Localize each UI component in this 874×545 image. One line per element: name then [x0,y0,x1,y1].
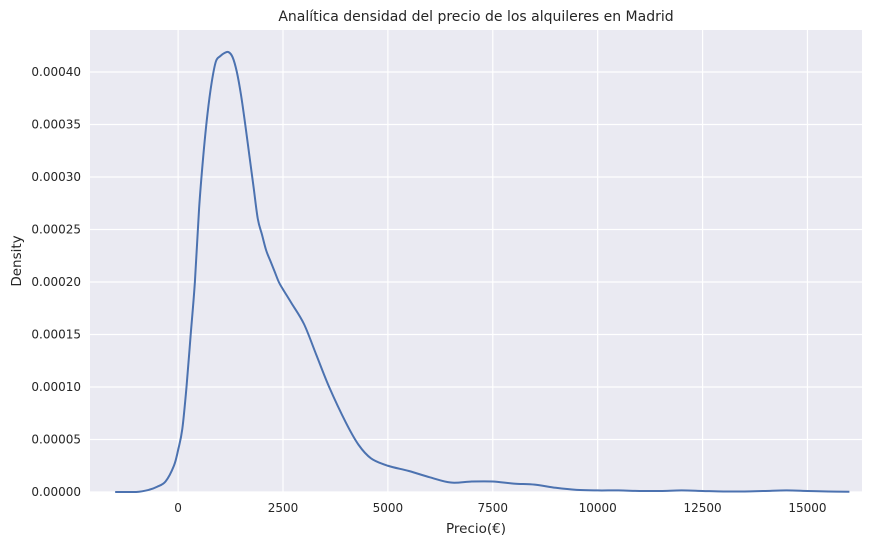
y-axis-ticks: 0.00000 0.00005 0.00010 0.00015 0.00020 0.000… [31,65,81,499]
y-tick-label: 0.00005 [31,433,81,447]
x-tick-label: 12500 [683,501,721,515]
y-tick-label: 0.00020 [31,275,81,289]
x-axis-ticks: 0 2500 5000 7500 10000 12500 15000 [174,501,826,515]
grid [90,30,862,493]
x-tick-label: 15000 [788,501,826,515]
x-tick-label: 0 [174,501,182,515]
y-tick-label: 0.00010 [31,380,81,394]
y-tick-label: 0.00015 [31,328,81,342]
y-tick-label: 0.00035 [31,118,81,132]
x-tick-label: 5000 [373,501,404,515]
chart-title: Analítica densidad del precio de los alq… [278,9,673,25]
density-line [115,50,850,494]
x-tick-label: 10000 [579,501,617,515]
y-tick-label: 0.00030 [31,170,81,184]
y-tick-label: 0.00040 [31,65,81,79]
y-tick-label: 0.00025 [31,223,81,237]
x-tick-label: 2500 [268,501,299,515]
x-axis-label: Precio(€) [446,521,506,537]
plot-background [90,30,862,492]
y-axis-label: Density [9,235,25,286]
y-tick-label: 0.00000 [31,485,81,499]
x-tick-label: 7500 [478,501,509,515]
